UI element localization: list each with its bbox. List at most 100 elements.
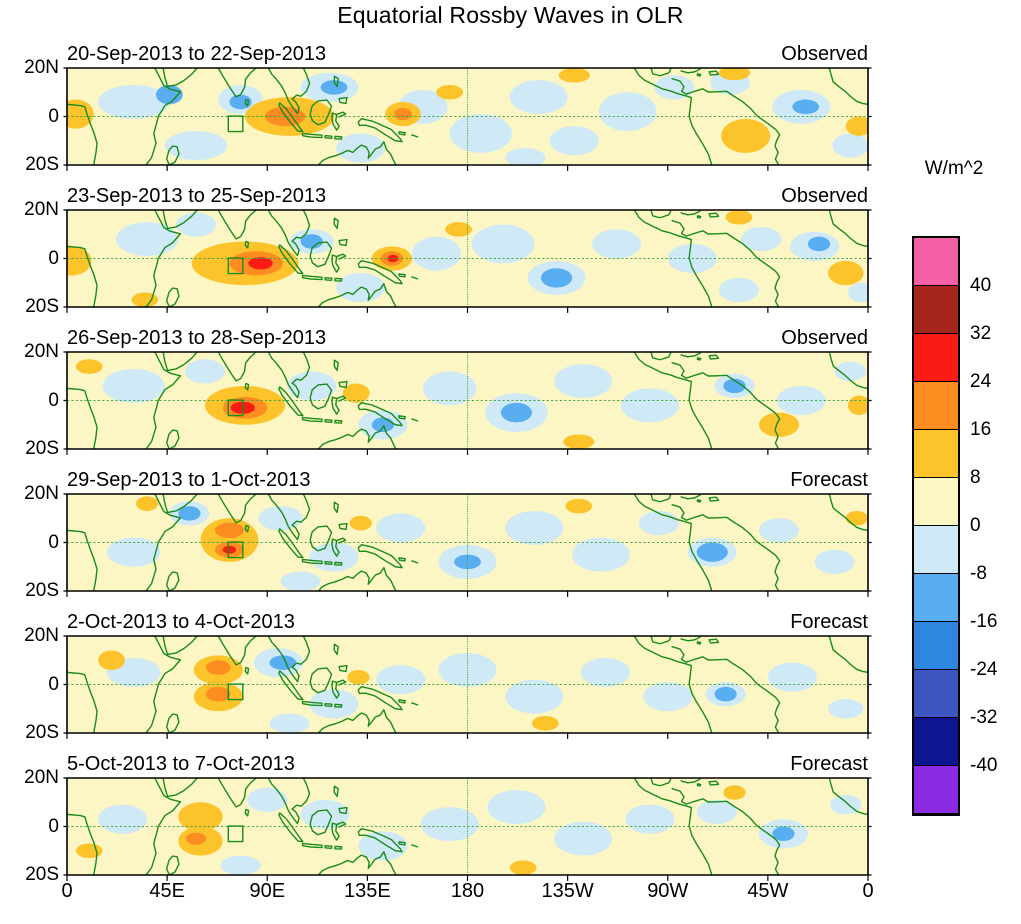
panel-3: 26-Sep-2013 to 28-Sep-2013 Observed 20N … xyxy=(0,324,868,459)
colorbar-tick-label: -32 xyxy=(970,707,998,728)
colorbar-tick-label: -40 xyxy=(970,755,998,776)
colorbar-tick-label: -16 xyxy=(970,611,998,632)
coastline-path xyxy=(67,494,868,591)
y-tick-label: 0 xyxy=(48,815,59,837)
panel-date-range: 26-Sep-2013 to 28-Sep-2013 xyxy=(67,327,327,349)
panel-date-range: 20-Sep-2013 to 22-Sep-2013 xyxy=(67,43,327,65)
axis-ticks xyxy=(63,68,871,171)
panel-date-range: 2-Oct-2013 to 4-Oct-2013 xyxy=(67,611,295,633)
anomaly-blobs xyxy=(67,68,868,165)
panel-date-range: 29-Sep-2013 to 1-Oct-2013 xyxy=(67,469,311,491)
y-tick-label: 20S xyxy=(25,722,59,743)
anomaly-blobs xyxy=(67,352,868,449)
axis-ticks xyxy=(63,352,871,455)
region-box xyxy=(228,116,242,132)
panel-source-tag: Observed xyxy=(781,43,868,65)
x-axis: 0 45E 90E 135E 180 135W 90W 45W 0 xyxy=(61,880,873,906)
panel-5: 2-Oct-2013 to 4-Oct-2013 Forecast 20N 0 … xyxy=(0,608,868,743)
coastline-path xyxy=(67,210,868,307)
colorbar-cell xyxy=(914,334,958,382)
map-frame xyxy=(67,352,868,449)
colorbar-tick-label: 40 xyxy=(970,275,992,296)
map-svg xyxy=(67,494,868,591)
map-svg xyxy=(67,68,868,165)
colorbar-cell xyxy=(914,382,958,430)
colorbar-cell xyxy=(914,670,958,718)
panel-source-tag: Forecast xyxy=(790,611,868,633)
panel-header: 20-Sep-2013 to 22-Sep-2013 Observed xyxy=(67,40,868,68)
panel-header: 2-Oct-2013 to 4-Oct-2013 Forecast xyxy=(67,608,868,636)
y-tick-label: 20N xyxy=(24,483,59,504)
region-box xyxy=(228,826,242,842)
map-wrap: 20N 0 20S xyxy=(24,767,868,885)
coastline-path xyxy=(67,778,868,875)
panels-container: 20-Sep-2013 to 22-Sep-2013 Observed 20N … xyxy=(0,40,868,885)
x-tick-label: 0 xyxy=(61,880,73,902)
colorbar-tick-label: -24 xyxy=(970,659,998,680)
colorbar-cell xyxy=(914,766,958,814)
map-wrap: 20N 0 20S xyxy=(24,625,868,743)
x-tick-label: 45E xyxy=(149,880,185,902)
region-box xyxy=(228,400,242,416)
colorbar-tick-label: 32 xyxy=(970,323,992,344)
axis-ticks xyxy=(63,494,871,597)
y-tick-label: 0 xyxy=(48,389,59,411)
map-frame xyxy=(67,636,868,733)
panel-date-range: 23-Sep-2013 to 25-Sep-2013 xyxy=(67,185,327,207)
x-tick-label: 90W xyxy=(647,880,689,902)
panel-header: 26-Sep-2013 to 28-Sep-2013 Observed xyxy=(67,324,868,352)
y-tick-label: 20S xyxy=(25,580,59,601)
colorbar-cell xyxy=(914,622,958,670)
x-tick-label: 135E xyxy=(344,880,391,902)
colorbar-tick-label: 0 xyxy=(970,515,981,536)
y-tick-label: 20N xyxy=(24,341,59,362)
colorbar: W/m^2 40 32 24 16 8 0 -8 -16 -24 -32 -40 xyxy=(908,158,1020,816)
panel-source-tag: Forecast xyxy=(790,469,868,491)
axis-ticks xyxy=(63,636,871,739)
colorbar-bar: 40 32 24 16 8 0 -8 -16 -24 -32 -40 xyxy=(912,236,997,816)
y-tick-label: 0 xyxy=(48,673,59,695)
y-tick-label: 0 xyxy=(48,105,59,127)
colorbar-cell xyxy=(914,430,958,478)
region-box xyxy=(228,684,242,700)
region-box xyxy=(228,258,242,274)
x-tick-label: 0 xyxy=(862,880,874,902)
colorbar-tick-label: 24 xyxy=(970,371,992,392)
map-svg xyxy=(67,352,868,449)
y-tick-label: 20S xyxy=(25,864,59,885)
colorbar-cell xyxy=(914,286,958,334)
coastline-path xyxy=(67,636,868,733)
map-svg xyxy=(67,636,868,733)
y-tick-label: 20S xyxy=(25,296,59,317)
coastline-path xyxy=(67,352,868,449)
panel-2: 23-Sep-2013 to 25-Sep-2013 Observed 20N … xyxy=(0,182,868,317)
map-wrap: 20N 0 20S xyxy=(24,341,868,459)
y-tick-label: 20N xyxy=(24,625,59,646)
colorbar-unit-label: W/m^2 xyxy=(924,158,984,179)
y-tick-label: 20S xyxy=(25,438,59,459)
colorbar-cell xyxy=(914,574,958,622)
anomaly-blobs xyxy=(67,778,868,875)
colorbar-tick-label: -8 xyxy=(970,563,987,584)
colorbar-tick-label: 8 xyxy=(970,467,981,488)
x-tick-label: 180 xyxy=(450,880,485,902)
map-frame xyxy=(67,210,868,307)
panel-1: 20-Sep-2013 to 22-Sep-2013 Observed 20N … xyxy=(0,40,868,175)
panel-6: 5-Oct-2013 to 7-Oct-2013 Forecast 20N 0 … xyxy=(0,750,868,885)
panel-source-tag: Forecast xyxy=(790,753,868,775)
panel-header: 5-Oct-2013 to 7-Oct-2013 Forecast xyxy=(67,750,868,778)
x-tick-label: 90E xyxy=(249,880,286,902)
panel-4: 29-Sep-2013 to 1-Oct-2013 Forecast 20N 0… xyxy=(0,466,868,601)
panel-source-tag: Observed xyxy=(781,185,868,207)
map-frame xyxy=(67,494,868,591)
x-tick-label: 135W xyxy=(541,880,594,902)
figure-title: Equatorial Rossby Waves in OLR xyxy=(337,2,684,28)
map-svg xyxy=(67,210,868,307)
panel-header: 29-Sep-2013 to 1-Oct-2013 Forecast xyxy=(67,466,868,494)
anomaly-blobs xyxy=(67,210,868,307)
x-tick-label: 45W xyxy=(747,880,789,902)
y-tick-label: 20N xyxy=(24,767,59,788)
panel-source-tag: Observed xyxy=(781,327,868,349)
map-frame xyxy=(67,778,868,875)
